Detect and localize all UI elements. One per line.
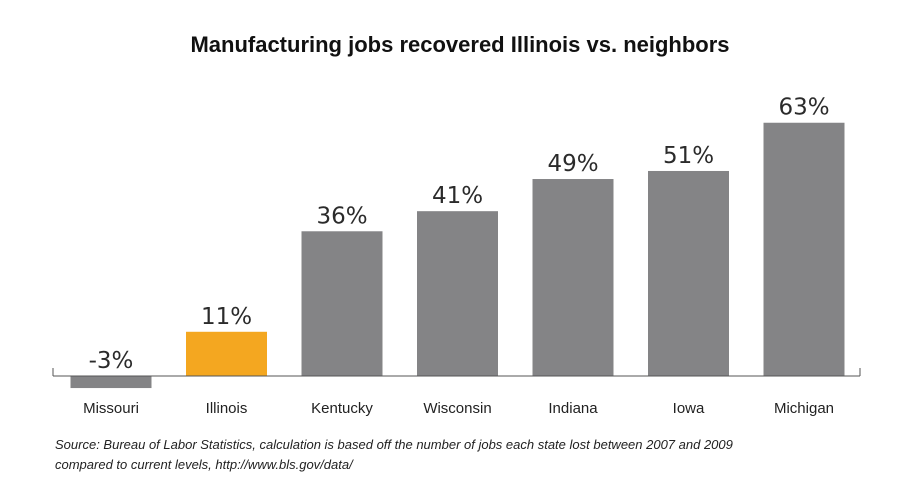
bar-illinois	[186, 331, 267, 376]
category-label-kentucky: Kentucky	[311, 400, 373, 417]
bar-kentucky	[301, 231, 383, 376]
category-label-illinois: Illinois	[206, 400, 248, 417]
value-label-illinois: 11%	[201, 304, 252, 330]
bar-wisconsin	[417, 211, 498, 376]
chart-title: Manufacturing jobs recovered Illinois vs…	[190, 32, 729, 57]
bar-indiana	[532, 179, 614, 376]
value-label-iowa: 51%	[663, 143, 714, 169]
bar-michigan	[763, 122, 845, 377]
bar-missouri	[70, 376, 152, 389]
category-label-michigan: Michigan	[774, 400, 834, 417]
category-label-indiana: Indiana	[548, 400, 598, 417]
source-note-line-2: compared to current levels, http://www.b…	[55, 457, 354, 472]
category-label-wisconsin: Wisconsin	[423, 400, 491, 417]
value-label-missouri: -3%	[89, 348, 134, 374]
source-note-line-1: Source: Bureau of Labor Statistics, calc…	[55, 437, 733, 452]
value-label-indiana: 49%	[547, 151, 598, 177]
value-label-michigan: 63%	[778, 95, 829, 121]
value-label-kentucky: 36%	[316, 203, 367, 229]
bars-group: -3% Missouri 11% Illinois 36% Kentucky 41% Wisc…	[70, 95, 845, 417]
category-label-missouri: Missouri	[83, 400, 139, 417]
value-label-wisconsin: 41%	[432, 183, 483, 209]
bar-iowa	[648, 170, 729, 376]
category-label-iowa: Iowa	[673, 400, 705, 417]
